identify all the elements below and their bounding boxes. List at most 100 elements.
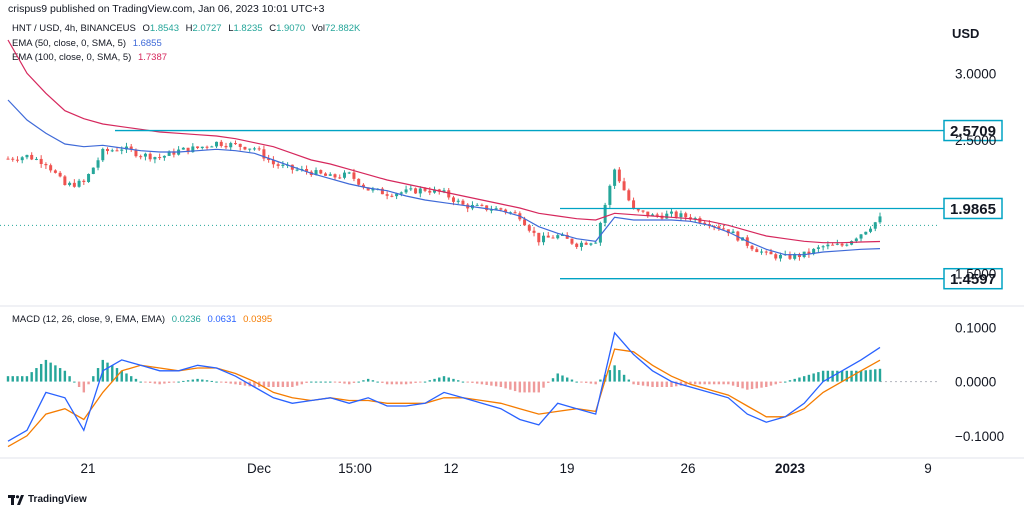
candle-body xyxy=(338,177,342,179)
macd-hist-bar xyxy=(722,381,725,385)
candle-body xyxy=(58,172,62,177)
macd-hist-bar xyxy=(566,377,569,382)
price-tick-label: 3.0000 xyxy=(955,66,996,81)
macd-hist-bar xyxy=(153,381,157,384)
macd-hist-bar xyxy=(457,380,460,382)
macd-hist-bar xyxy=(419,381,422,383)
candle-body xyxy=(560,235,564,237)
macd-hist-bar xyxy=(656,381,659,387)
candle-body xyxy=(532,230,536,233)
time-tick-label: 12 xyxy=(443,461,458,476)
candle-body xyxy=(72,182,76,187)
candle-body xyxy=(106,148,110,152)
macd-hist-bar xyxy=(314,381,318,383)
macd-hist-bar xyxy=(504,381,507,389)
macd-hist-bar xyxy=(44,359,48,382)
candle-body xyxy=(447,190,451,198)
macd-hist-bar xyxy=(433,378,436,382)
candle-body xyxy=(816,247,820,249)
macd-hist-bar xyxy=(575,381,578,383)
macd-hist-bar xyxy=(348,381,351,385)
candle-body xyxy=(840,243,844,246)
candle-body xyxy=(793,254,797,259)
ohlc-close-value: 1.9070 xyxy=(276,23,306,34)
macd-hist-bar xyxy=(400,381,403,385)
candle-body xyxy=(854,238,858,242)
ohlc-high-label: H xyxy=(185,23,193,34)
macd-hist-bar xyxy=(556,373,559,382)
macd-hist-bar xyxy=(210,380,213,382)
macd-hist-bar xyxy=(329,381,332,383)
candle-body xyxy=(91,167,95,174)
macd-hist-bar xyxy=(77,381,81,387)
candle-body xyxy=(873,222,877,229)
macd-hist-bar xyxy=(16,376,19,382)
macd-hist-bar xyxy=(438,377,441,382)
candle-body xyxy=(39,158,43,164)
candle-body xyxy=(684,213,688,218)
candle-body xyxy=(357,178,361,185)
candle-body xyxy=(451,197,455,202)
macd-hist-bar xyxy=(158,381,161,385)
time-tick-label: 9 xyxy=(924,461,932,476)
candle-body xyxy=(44,163,48,166)
macd-hist-bar xyxy=(381,381,384,383)
candle-body xyxy=(627,190,631,201)
macd-hist-bar xyxy=(622,374,626,382)
macd-hist-bar xyxy=(864,370,867,382)
candle-body xyxy=(523,219,527,226)
candle-body xyxy=(461,200,465,205)
ohlc-low-label: L xyxy=(228,23,234,34)
macd-hist-bar xyxy=(660,381,664,387)
macd-hist-bar xyxy=(542,381,545,388)
ohlc-open: O1.8543 xyxy=(143,23,179,34)
macd-hist-bar xyxy=(205,380,209,382)
candle-body xyxy=(196,146,200,149)
ohlc-close: C1.9070 xyxy=(269,23,305,34)
candle-body xyxy=(314,170,318,175)
macd-hist-bar xyxy=(191,379,195,382)
macd-hist-bar xyxy=(333,381,337,383)
candle-body xyxy=(869,228,873,232)
macd-hist-bar xyxy=(163,381,166,384)
candle-body xyxy=(859,234,863,239)
macd-hist-bar xyxy=(224,381,228,383)
macd-hist-bar xyxy=(395,381,398,385)
macd-hist-bar xyxy=(708,381,711,385)
macd-hist-value: 0.0236 xyxy=(171,314,201,325)
macd-signal-line xyxy=(7,348,881,448)
ohlc-close-label: C xyxy=(269,23,277,34)
macd-hist-bar xyxy=(404,381,408,385)
candle-body xyxy=(821,246,825,248)
candle-body xyxy=(243,146,247,150)
macd-hist-bar xyxy=(651,381,654,387)
macd-hist-bar xyxy=(750,381,754,390)
macd-hist-bar xyxy=(281,381,285,387)
macd-hist-bar xyxy=(54,365,57,382)
ohlc-vol-value: 72.882K xyxy=(325,23,361,34)
macd-hist-bar xyxy=(798,377,801,382)
candle-body xyxy=(717,226,721,229)
macd-hist-bar xyxy=(343,381,346,384)
macd-tick-label: −0.1000 xyxy=(955,429,1004,444)
macd-hist-bar xyxy=(253,381,256,387)
candle-body xyxy=(399,192,403,194)
macd-hist-bar xyxy=(812,373,815,382)
ema100-line xyxy=(7,39,881,244)
candle-body xyxy=(807,251,811,254)
macd-hist-bar xyxy=(376,381,379,383)
macd-hist-bar xyxy=(760,381,763,388)
level-price-box xyxy=(943,267,1003,290)
level-price-box xyxy=(943,119,1003,142)
ema100-legend: EMA (100, close, 0, SMA, 5) 1.7387 xyxy=(12,52,167,63)
candle-body xyxy=(53,170,57,173)
candle-body xyxy=(110,150,114,152)
price-levels: 2.5709 1.9865 1.4597 xyxy=(115,119,1003,290)
macd-hist-bar xyxy=(494,381,498,387)
macd-hist-bar xyxy=(305,381,308,383)
candle-body xyxy=(423,188,427,191)
macd-hist-bar xyxy=(177,381,180,383)
candle-body xyxy=(120,149,124,151)
candle-body xyxy=(475,204,479,206)
